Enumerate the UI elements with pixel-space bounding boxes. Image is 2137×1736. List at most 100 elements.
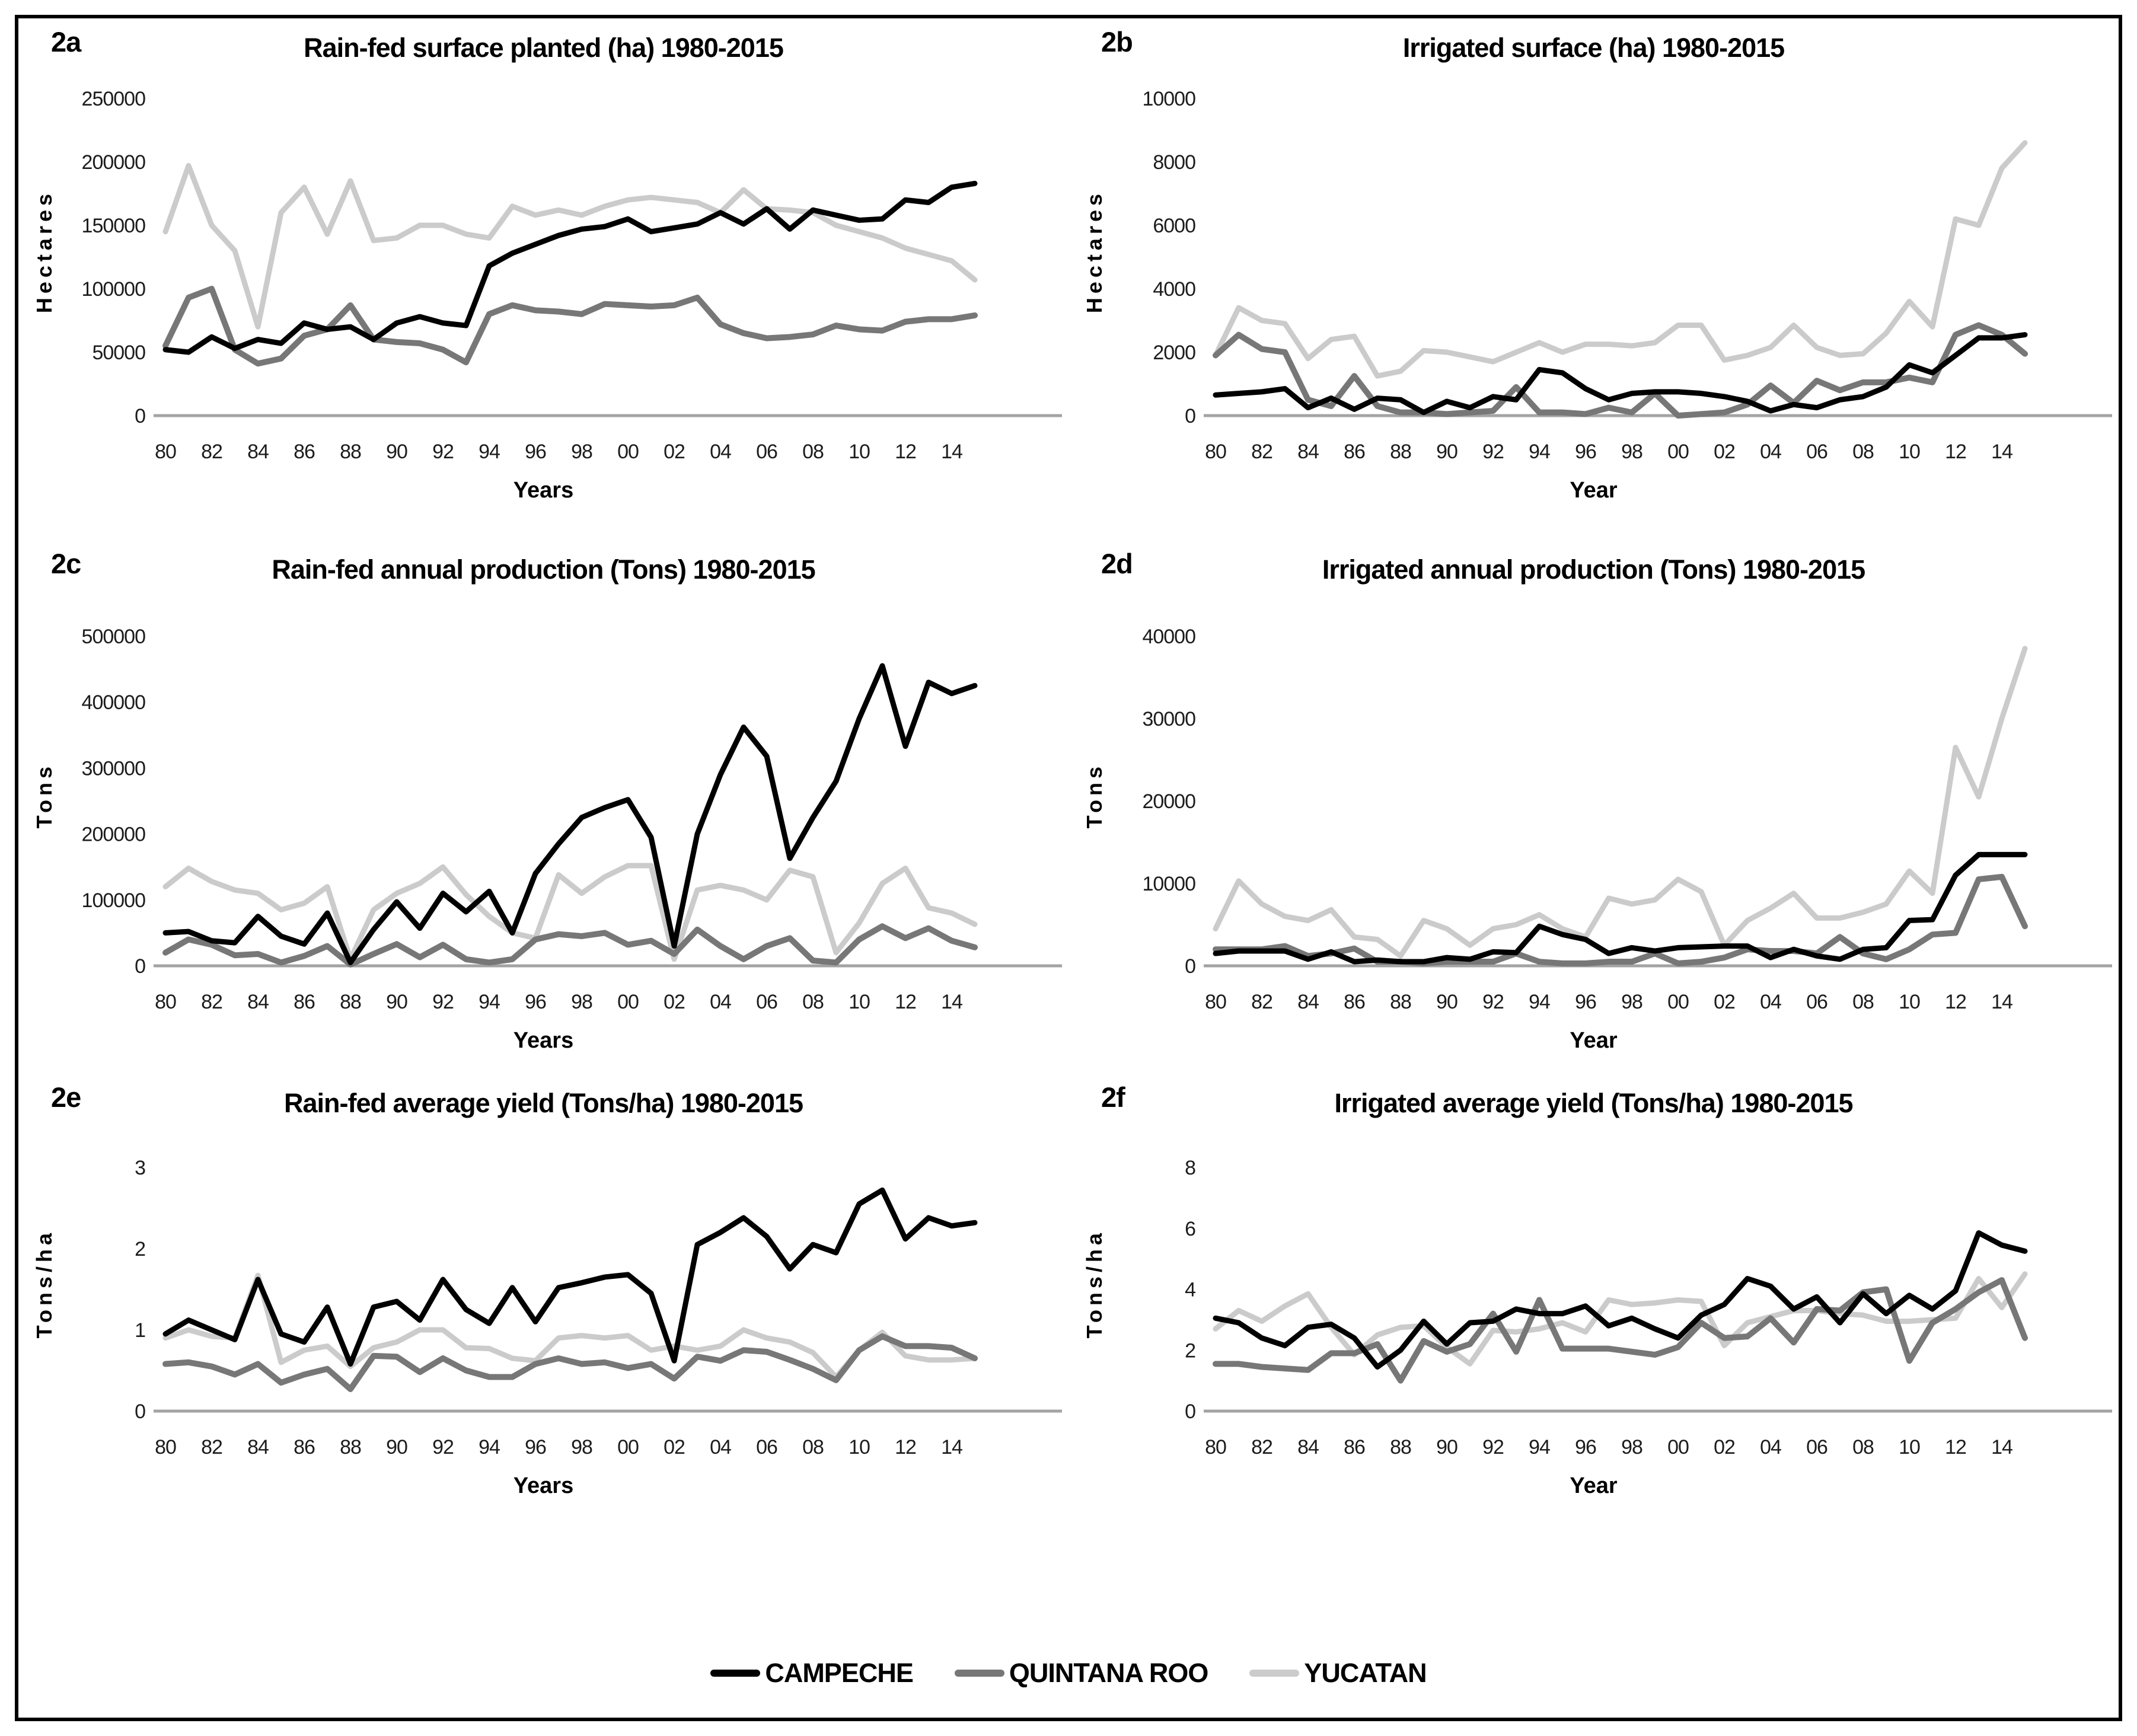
x-tick-label: 00 (1667, 991, 1689, 1013)
x-tick-label: 82 (201, 991, 222, 1013)
x-tick-label: 90 (386, 1436, 407, 1459)
x-tick-label: 08 (1852, 441, 1874, 463)
series-line-quintana-roo (162, 1333, 978, 1393)
y-tick-label: 100000 (82, 278, 146, 301)
series-line-campeche (162, 663, 978, 965)
y-axis-title-2e: Tons/ha (32, 1229, 56, 1339)
figure-frame: 2a Rain-fed surface planted (ha) 1980-20… (15, 15, 2122, 1721)
y-axis-title-2f: Tons/ha (1082, 1229, 1106, 1339)
x-tick-label: 84 (1297, 991, 1319, 1013)
panel-label-2a: 2a (51, 26, 81, 58)
x-tick-label: 96 (1575, 441, 1596, 463)
series-line-quintana-roo (162, 286, 978, 367)
series-line-yucatan (1213, 1271, 2028, 1367)
x-tick-label: 90 (1436, 991, 1457, 1013)
series-line-yucatan (1213, 646, 2028, 959)
series-line-campeche (162, 1187, 978, 1367)
y-tick-label: 8000 (1153, 151, 1195, 174)
x-tick-label: 96 (525, 1436, 546, 1459)
panel-title-2a: Rain-fed surface planted (ha) 1980-2015 (304, 33, 784, 63)
x-tick-label: 92 (1482, 1436, 1504, 1459)
x-tick-label: 10 (849, 1436, 870, 1459)
x-tick-label: 94 (479, 441, 500, 463)
x-tick-label: 80 (155, 991, 176, 1013)
x-tick-label: 88 (1390, 1436, 1411, 1459)
x-tick-label: 04 (1760, 1436, 1781, 1459)
x-tick-label: 90 (1436, 441, 1457, 463)
x-tick-label: 04 (710, 441, 731, 463)
x-tick-label: 00 (1667, 441, 1689, 463)
x-tick-label: 86 (294, 1436, 315, 1459)
x-axis-title-2f: Year (1570, 1473, 1618, 1498)
y-axis-title-2a: Hectares (32, 190, 56, 314)
legend-item-quintana-roo: QUINTANA ROO (954, 1658, 1208, 1689)
y-tick-label: 4 (1185, 1279, 1195, 1301)
x-tick-label: 88 (340, 1436, 361, 1459)
x-tick-label: 12 (895, 1436, 916, 1459)
y-tick-label: 3 (135, 1157, 145, 1179)
x-tick-label: 14 (1991, 991, 2012, 1013)
x-tick-label: 84 (1297, 1436, 1319, 1459)
legend-item-campeche: CAMPECHE (710, 1658, 914, 1689)
chart-2d-svg: 0 10000 20000 30000 40000 80 82 84 86 88 90 92 94 96 9… (1142, 626, 2112, 1013)
x-tick-label: 94 (1529, 441, 1550, 463)
panel-2c: 2c Rain-fed annual production (Tons) 198… (18, 540, 1068, 1074)
y-tick-label: 40000 (1142, 626, 1195, 648)
y-axis-title-2c: Tons (32, 762, 56, 829)
x-tick-label: 96 (1575, 1436, 1596, 1459)
x-axis-title-2c: Years (513, 1028, 574, 1053)
panel-label-2c: 2c (51, 548, 81, 579)
series-line-yucatan (1213, 140, 2028, 379)
x-tick-label: 00 (617, 1436, 639, 1459)
y-tick-label: 2000 (1153, 342, 1195, 364)
series-line-campeche (162, 180, 978, 355)
x-tick-label: 00 (617, 991, 639, 1013)
y-tick-label: 30000 (1142, 708, 1195, 730)
x-tick-label: 06 (756, 441, 777, 463)
x-tick-label: 84 (1297, 441, 1319, 463)
x-tick-label: 12 (1945, 441, 1966, 463)
x-tick-label: 02 (664, 991, 685, 1013)
x-axis-title-2e: Years (513, 1473, 574, 1498)
x-tick-label: 90 (1436, 1436, 1457, 1459)
x-tick-label: 88 (1390, 441, 1411, 463)
series-line-quintana-roo (1213, 1277, 2028, 1384)
series-line-yucatan (162, 863, 978, 962)
y-tick-label: 0 (1185, 405, 1195, 427)
y-tick-label: 0 (1185, 955, 1195, 978)
y-tick-label: 50000 (92, 342, 145, 364)
panel-label-2f: 2f (1101, 1081, 1125, 1113)
x-tick-label: 10 (1899, 441, 1920, 463)
x-tick-label: 94 (479, 1436, 500, 1459)
y-tick-label: 10000 (1142, 88, 1195, 110)
panel-body: Tons 0 100000 200000 300000 400000 500000 80 82… (18, 626, 1068, 1028)
x-tick-label: 06 (1806, 1436, 1827, 1459)
x-tick-label: 86 (1344, 991, 1365, 1013)
panel-head: 2a Rain-fed surface planted (ha) 1980-20… (18, 18, 1068, 88)
x-tick-label: 12 (1945, 1436, 1966, 1459)
panel-2e: 2e Rain-fed average yield (Tons/ha) 1980… (18, 1074, 1068, 1512)
panel-body: Hectares 0 2000 4000 6000 8000 10000 80 82 84 86 8… (1068, 88, 2119, 478)
x-tick-label: 98 (1621, 1436, 1642, 1459)
x-tick-label: 98 (1621, 991, 1642, 1013)
y-tick-label: 400000 (82, 691, 146, 714)
y-tick-label: 500000 (82, 626, 146, 648)
x-tick-label: 94 (1529, 991, 1550, 1013)
legend-label-yucatan: YUCATAN (1304, 1658, 1427, 1688)
y-tick-label: 6 (1185, 1218, 1195, 1240)
x-tick-label: 94 (1529, 1436, 1550, 1459)
x-tick-label: 92 (432, 991, 454, 1013)
legend-label-campeche: CAMPECHE (765, 1658, 914, 1688)
y-tick-label: 0 (135, 1400, 145, 1423)
y-tick-label: 10000 (1142, 873, 1195, 895)
panel-title-2f: Irrigated average yield (Tons/ha) 1980-2… (1334, 1088, 1853, 1118)
x-tick-label: 04 (710, 991, 731, 1013)
x-tick-label: 90 (386, 441, 407, 463)
series-line-quintana-roo (162, 923, 978, 968)
y-tick-label: 200000 (82, 151, 146, 174)
x-tick-label: 10 (1899, 991, 1920, 1013)
x-tick-label: 86 (294, 441, 315, 463)
x-tick-label: 06 (1806, 991, 1827, 1013)
